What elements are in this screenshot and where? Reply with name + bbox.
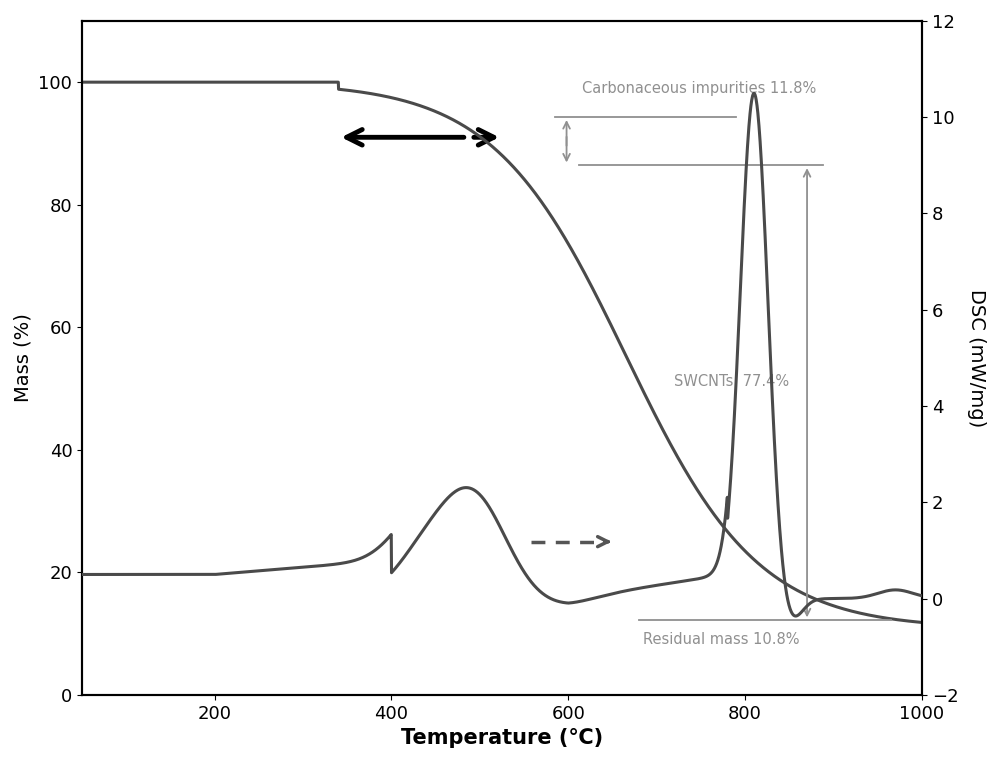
X-axis label: Temperature (℃): Temperature (℃) (401, 728, 603, 748)
Y-axis label: Mass (%): Mass (%) (14, 313, 33, 402)
Text: Carbonaceous impurities 11.8%: Carbonaceous impurities 11.8% (582, 81, 816, 95)
Text: SWCNTs  77.4%: SWCNTs 77.4% (674, 374, 790, 389)
Y-axis label: DSC (mW/mg): DSC (mW/mg) (967, 289, 986, 427)
Text: Residual mass 10.8%: Residual mass 10.8% (643, 632, 800, 647)
